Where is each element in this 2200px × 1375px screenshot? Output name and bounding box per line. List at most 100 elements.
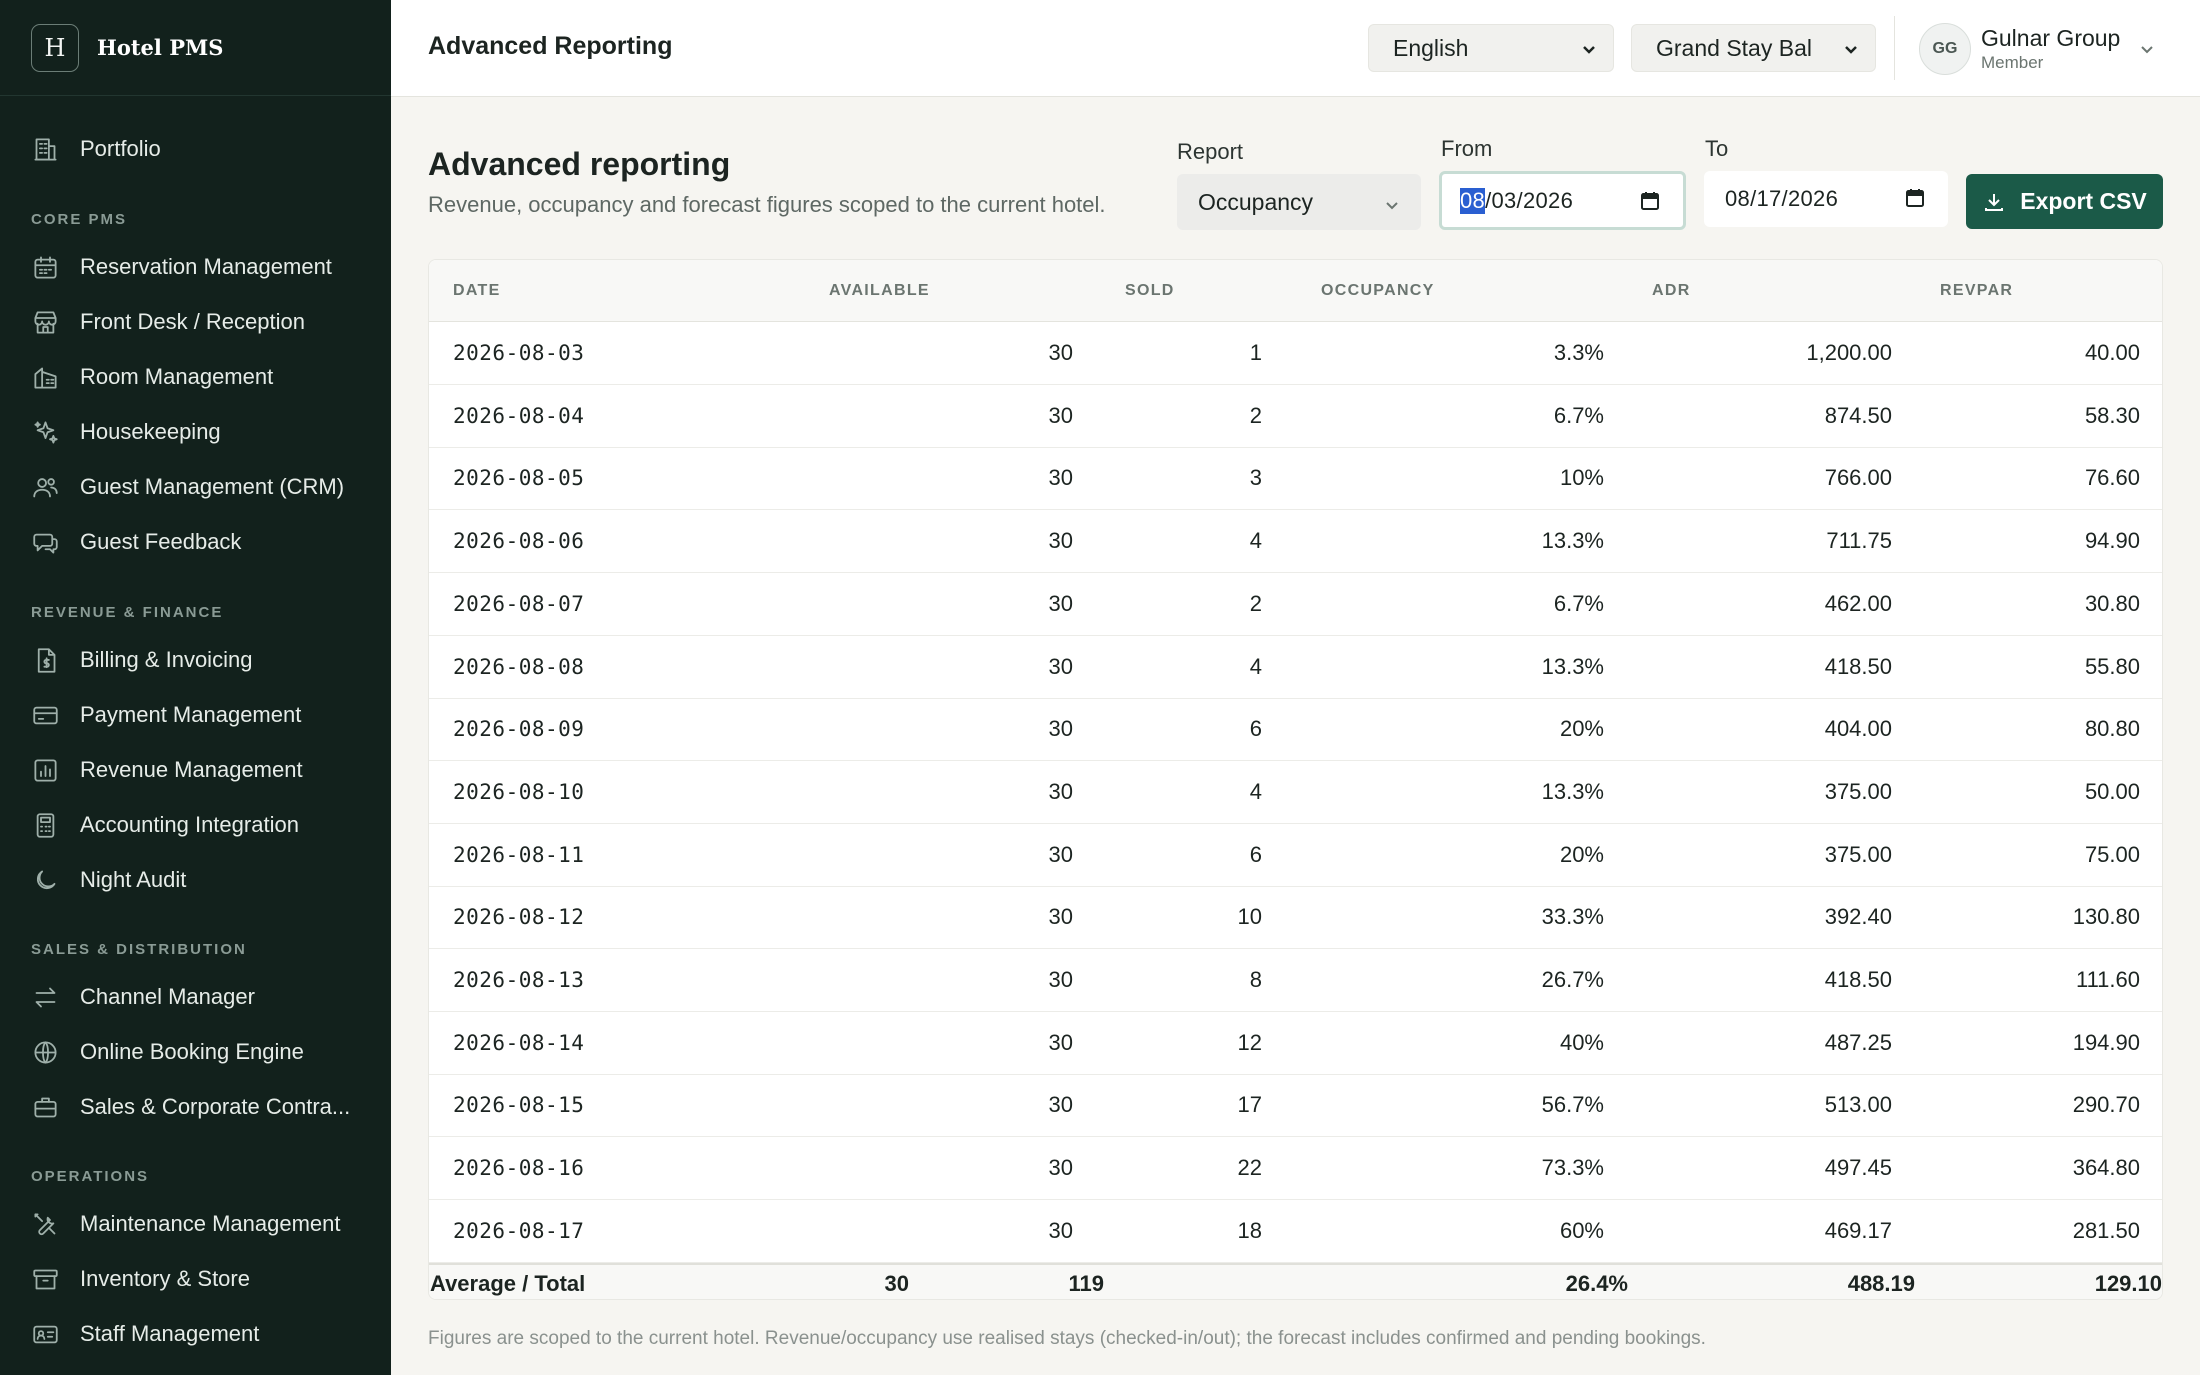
cell-occupancy: 6.7%	[1553, 590, 1604, 616]
sidebar-item-label: Sales & Corporate Contra...	[80, 1094, 351, 1119]
sidebar-item-label: Payment Management	[80, 702, 302, 727]
table-row: 2026-08-15 30 17 56.7% 513.00 290.70	[429, 1074, 2162, 1138]
sparkle-icon	[31, 418, 59, 446]
sidebar-item-billing[interactable]: Billing & Invoicing	[31, 640, 252, 680]
sidebar-item-front-desk[interactable]: Front Desk / Reception	[31, 302, 305, 342]
table-row: 2026-08-17 30 18 60% 469.17 281.50	[429, 1200, 2162, 1263]
cell-revpar: 111.60	[2075, 967, 2140, 992]
cell-occupancy: 73.3%	[1541, 1155, 1604, 1181]
archive-icon	[31, 1265, 59, 1293]
table-row: 2026-08-13 30 8 26.7% 418.50 111.60	[429, 949, 2162, 1012]
totals-label: Average / Total	[430, 1271, 586, 1296]
column-header-date: DATE	[453, 282, 501, 299]
cell-occupancy: 40%	[1559, 1029, 1604, 1055]
sidebar-item-housekeeping[interactable]: Housekeeping	[31, 412, 221, 452]
chevron-down-icon	[1383, 193, 1401, 220]
table-row: 2026-08-04 30 2 6.7% 874.50 58.30	[429, 385, 2162, 448]
page-title: Advanced Reporting	[428, 32, 673, 60]
calculator-icon	[31, 811, 59, 839]
totals-sold: 119	[1068, 1271, 1105, 1296]
to-date-input[interactable]: 08/17/2026	[1704, 171, 1948, 227]
cell-adr: 418.50	[1824, 967, 1892, 992]
cell-sold: 2	[1249, 590, 1262, 616]
cell-date: 2026-08-16	[453, 1156, 585, 1181]
cell-adr: 497.45	[1824, 1155, 1892, 1181]
card-icon	[31, 701, 59, 729]
from-date-input[interactable]: 08/03/2026	[1439, 171, 1686, 230]
language-select[interactable]: English	[1368, 24, 1614, 72]
report-heading: Advanced reporting	[428, 146, 731, 182]
nav-section-title: OPERATIONS	[31, 1168, 150, 1185]
cell-available: 30	[1048, 716, 1073, 742]
cell-sold: 6	[1249, 716, 1262, 742]
to-label: To	[1705, 136, 1729, 161]
calendar-icon[interactable]	[1904, 187, 1926, 215]
cell-revpar: 94.90	[2084, 528, 2140, 554]
sidebar-item-label: Reservation Management	[80, 254, 332, 279]
user-name[interactable]: Gulnar Group	[1981, 25, 2121, 51]
totals-revpar: 129.10	[2094, 1271, 2162, 1296]
desk-icon	[31, 308, 59, 336]
cell-available: 30	[1048, 465, 1073, 491]
report-subheading: Revenue, occupancy and forecast figures …	[428, 192, 1106, 217]
cell-revpar: 50.00	[2084, 778, 2140, 804]
brand[interactable]: H Hotel PMS	[0, 0, 391, 96]
chevron-down-icon[interactable]	[2136, 38, 2158, 60]
report-table: DATE AVAILABLE SOLD OCCUPANCY ADR REVPAR…	[428, 259, 2163, 1300]
table-row: 2026-08-12 30 10 33.3% 392.40 130.80	[429, 886, 2162, 950]
sidebar-item-sales-corporate[interactable]: Sales & Corporate Contra...	[31, 1087, 350, 1127]
sidebar-item-label: Billing & Invoicing	[80, 647, 253, 672]
cell-date: 2026-08-06	[453, 529, 585, 554]
nav-section-title: REVENUE & FINANCE	[31, 604, 224, 621]
table-row: 2026-08-03 30 1 3.3% 1,200.00 40.00	[429, 322, 2162, 385]
cell-adr: 766.00	[1824, 465, 1892, 491]
table-row: 2026-08-05 30 3 10% 766.00 76.60	[429, 447, 2162, 511]
cell-date: 2026-08-10	[453, 779, 585, 804]
cell-date: 2026-08-11	[453, 842, 585, 867]
sidebar-item-label: Maintenance Management	[80, 1211, 341, 1236]
avatar[interactable]: GG	[1919, 23, 1971, 75]
table-row: 2026-08-16 30 22 73.3% 497.45 364.80	[429, 1137, 2162, 1201]
sidebar-item-label: Room Management	[80, 364, 274, 389]
cell-sold: 4	[1249, 778, 1262, 804]
sidebar-item-guest-management[interactable]: Guest Management (CRM)	[31, 467, 344, 507]
calendar-icon	[31, 253, 59, 281]
sidebar-item-portfolio[interactable]: Portfolio	[31, 129, 161, 169]
sidebar-item-booking-engine[interactable]: Online Booking Engine	[31, 1032, 304, 1072]
cell-available: 30	[1048, 653, 1073, 679]
hotel-select[interactable]: Grand Stay Bal	[1631, 24, 1876, 72]
cell-occupancy: 26.7%	[1541, 967, 1604, 992]
globe-icon	[31, 1038, 59, 1066]
sidebar-item-channel-manager[interactable]: Channel Manager	[31, 977, 255, 1017]
sidebar-item-label: Guest Management (CRM)	[80, 474, 345, 499]
cell-sold: 18	[1237, 1217, 1262, 1243]
sidebar-item-guest-feedback[interactable]: Guest Feedback	[31, 522, 241, 562]
sidebar-item-inventory[interactable]: Inventory & Store	[31, 1259, 250, 1299]
cell-occupancy: 33.3%	[1541, 904, 1604, 930]
table-row: 2026-08-14 30 12 40% 487.25 194.90	[429, 1012, 2162, 1075]
sidebar-item-room-management[interactable]: Room Management	[31, 357, 273, 397]
sidebar-item-accounting[interactable]: Accounting Integration	[31, 805, 299, 845]
sidebar-item-payment[interactable]: Payment Management	[31, 695, 301, 735]
totals-occupancy: 26.4%	[1565, 1271, 1628, 1296]
cell-available: 30	[1048, 590, 1073, 616]
sidebar-item-label: Staff Management	[80, 1321, 260, 1346]
calendar-icon[interactable]	[1639, 190, 1661, 218]
sidebar-item-staff[interactable]: Staff Management	[31, 1314, 259, 1354]
table-row: 2026-08-06 30 4 13.3% 711.75 94.90	[429, 510, 2162, 574]
sidebar-item-revenue[interactable]: Revenue Management	[31, 750, 303, 790]
export-csv-button[interactable]: Export CSV	[1966, 174, 2163, 229]
cell-adr: 1,200.00	[1806, 340, 1892, 365]
totals-available: 30	[884, 1271, 909, 1296]
sidebar-item-reservation-management[interactable]: Reservation Management	[31, 247, 332, 287]
report-select[interactable]: Occupancy	[1177, 174, 1421, 230]
cell-available: 30	[1048, 528, 1073, 554]
sidebar-item-maintenance[interactable]: Maintenance Management	[31, 1204, 341, 1244]
cell-sold: 2	[1249, 402, 1262, 428]
cell-revpar: 80.80	[2084, 716, 2140, 742]
cell-adr: 404.00	[1824, 716, 1892, 742]
to-date-value: 08/17/2026	[1725, 186, 1839, 211]
sidebar-item-label: Front Desk / Reception	[80, 309, 305, 334]
cell-occupancy: 20%	[1559, 841, 1604, 867]
sidebar-item-night-audit[interactable]: Night Audit	[31, 860, 186, 900]
